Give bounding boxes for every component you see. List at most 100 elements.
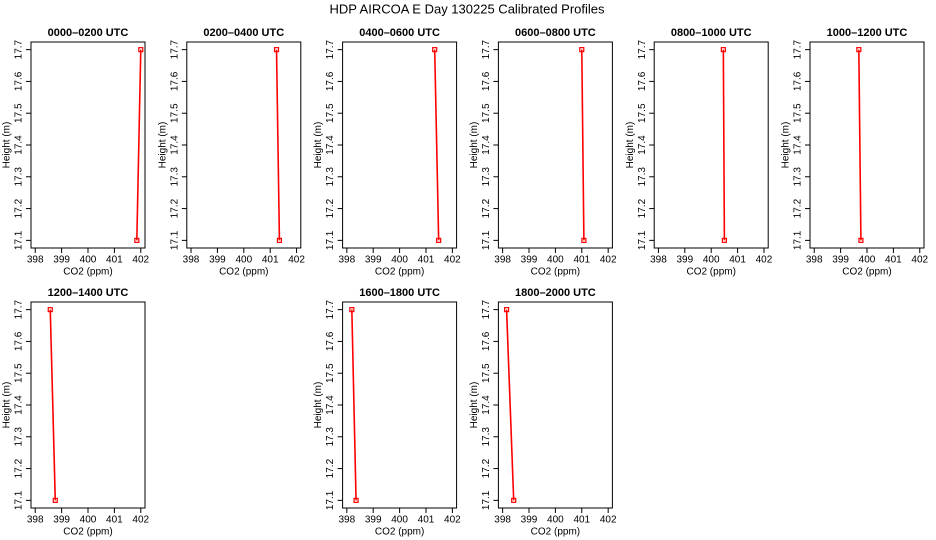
x-tick-label: 398 — [183, 255, 200, 266]
x-tick-label: 400 — [859, 255, 876, 266]
y-axis-label: Height (m) — [313, 122, 324, 169]
panel: 1800–2000 UTC 398 399 400 401 402 17.1 17.2 17.3… — [469, 287, 617, 538]
y-tick-label: 17.3 — [637, 167, 648, 187]
x-axis-label: CO2 (ppm) — [219, 267, 268, 278]
panel-title: 0400–0600 UTC — [359, 27, 440, 39]
profile-point — [721, 237, 727, 243]
y-tick-label: 17.6 — [325, 331, 336, 351]
figure-title: HDP AIRCOA E Day 130225 Calibrated Profi… — [329, 1, 605, 16]
x-tick-label: 401 — [729, 255, 746, 266]
y-tick-label: 17.4 — [169, 135, 180, 155]
x-tick-label: 399 — [521, 255, 538, 266]
y-tick-label: 17.5 — [793, 103, 804, 123]
panel-title: 0600–0800 UTC — [515, 27, 596, 39]
y-tick-label: 17.6 — [481, 331, 492, 351]
profile-point — [353, 497, 359, 503]
x-tick-label: 402 — [600, 255, 617, 266]
profile-point — [856, 47, 862, 53]
profile-line — [433, 49, 440, 241]
profile-line — [136, 49, 142, 241]
y-tick-label: 17.3 — [793, 167, 804, 187]
x-tick-label: 399 — [209, 255, 226, 266]
y-tick-label: 17.7 — [325, 39, 336, 59]
y-tick-label: 17.2 — [481, 458, 492, 478]
profile-line — [580, 49, 585, 241]
y-axis-label: Height (m) — [157, 122, 168, 169]
y-tick-label: 17.3 — [325, 167, 336, 187]
y-tick-label: 17.5 — [14, 103, 25, 123]
profile-point — [579, 47, 585, 53]
y-tick-label: 17.6 — [325, 71, 336, 91]
profile-line — [351, 309, 357, 501]
y-tick-label: 17.4 — [481, 135, 492, 155]
profile-point — [349, 307, 355, 313]
panel-title: 1200–1400 UTC — [48, 287, 129, 299]
panel: 0200–0400 UTC 398 399 400 401 402 17.1 17.2 17.3… — [157, 27, 305, 278]
x-tick-label: 402 — [444, 255, 461, 266]
y-tick-label: 17.4 — [14, 135, 25, 155]
x-tick-label: 399 — [832, 255, 849, 266]
y-tick-label: 17.6 — [637, 71, 648, 91]
profile-point — [52, 497, 58, 503]
x-axis-label: CO2 (ppm) — [375, 527, 424, 538]
profile-line — [49, 309, 57, 501]
x-tick-label: 401 — [262, 255, 279, 266]
y-axis-label: Height (m) — [469, 122, 480, 169]
y-axis-label: Height (m) — [313, 382, 324, 429]
plot-frame — [342, 41, 458, 249]
profile-point — [138, 47, 144, 53]
y-tick-label: 17.4 — [14, 395, 25, 415]
x-tick-label: 398 — [27, 255, 44, 266]
plot-frame — [809, 41, 925, 249]
y-tick-label: 17.7 — [325, 299, 336, 319]
x-tick-label: 399 — [53, 515, 70, 526]
panel: 0000–0200 UTC 398 399 400 401 402 17.1 17.2 17.3… — [2, 27, 150, 278]
y-axis-label: Height (m) — [781, 122, 792, 169]
profile-point — [503, 307, 510, 313]
y-tick-label: 17.4 — [325, 135, 336, 155]
y-tick-label: 17.6 — [481, 71, 492, 91]
x-tick-label: 400 — [703, 255, 720, 266]
y-tick-label: 17.4 — [325, 395, 336, 415]
x-tick-label: 401 — [106, 515, 123, 526]
x-tick-label: 401 — [418, 515, 435, 526]
plot-frame — [342, 301, 458, 509]
profile-point — [134, 237, 140, 243]
x-tick-label: 401 — [418, 255, 435, 266]
y-tick-label: 17.5 — [14, 363, 25, 383]
x-tick-label: 402 — [288, 255, 305, 266]
x-tick-label: 400 — [235, 255, 252, 266]
panel: 0800–1000 UTC 398 399 400 401 402 17.1 17.2 17.3… — [625, 27, 773, 278]
x-tick-label: 401 — [573, 255, 590, 266]
y-tick-label: 17.2 — [481, 198, 492, 218]
profile-line — [858, 49, 862, 241]
x-axis-label: CO2 (ppm) — [63, 267, 112, 278]
y-tick-label: 17.2 — [325, 458, 336, 478]
y-tick-label: 17.7 — [793, 39, 804, 59]
y-tick-label: 17.6 — [793, 71, 804, 91]
x-tick-label: 398 — [494, 255, 511, 266]
x-tick-label: 402 — [132, 255, 149, 266]
x-tick-label: 402 — [600, 515, 617, 526]
y-tick-label: 17.5 — [481, 103, 492, 123]
profile-point — [581, 237, 587, 243]
x-tick-label: 400 — [80, 255, 97, 266]
x-tick-label: 400 — [391, 515, 408, 526]
profile-point — [273, 47, 280, 53]
y-tick-label: 17.3 — [169, 167, 180, 187]
y-tick-label: 17.1 — [169, 230, 180, 250]
x-axis-label: CO2 (ppm) — [63, 527, 112, 538]
x-axis-label: CO2 (ppm) — [375, 267, 424, 278]
profile-line — [505, 309, 515, 501]
profile-point — [432, 47, 438, 53]
y-tick-label: 17.7 — [14, 299, 25, 319]
y-tick-label: 17.1 — [481, 490, 492, 510]
y-tick-label: 17.3 — [481, 427, 492, 447]
y-tick-label: 17.2 — [14, 458, 25, 478]
x-tick-label: 399 — [676, 255, 693, 266]
plot-frame — [186, 41, 302, 249]
y-tick-label: 17.3 — [481, 167, 492, 187]
y-tick-label: 17.3 — [325, 427, 336, 447]
y-tick-label: 17.2 — [793, 198, 804, 218]
y-tick-label: 17.6 — [14, 331, 25, 351]
